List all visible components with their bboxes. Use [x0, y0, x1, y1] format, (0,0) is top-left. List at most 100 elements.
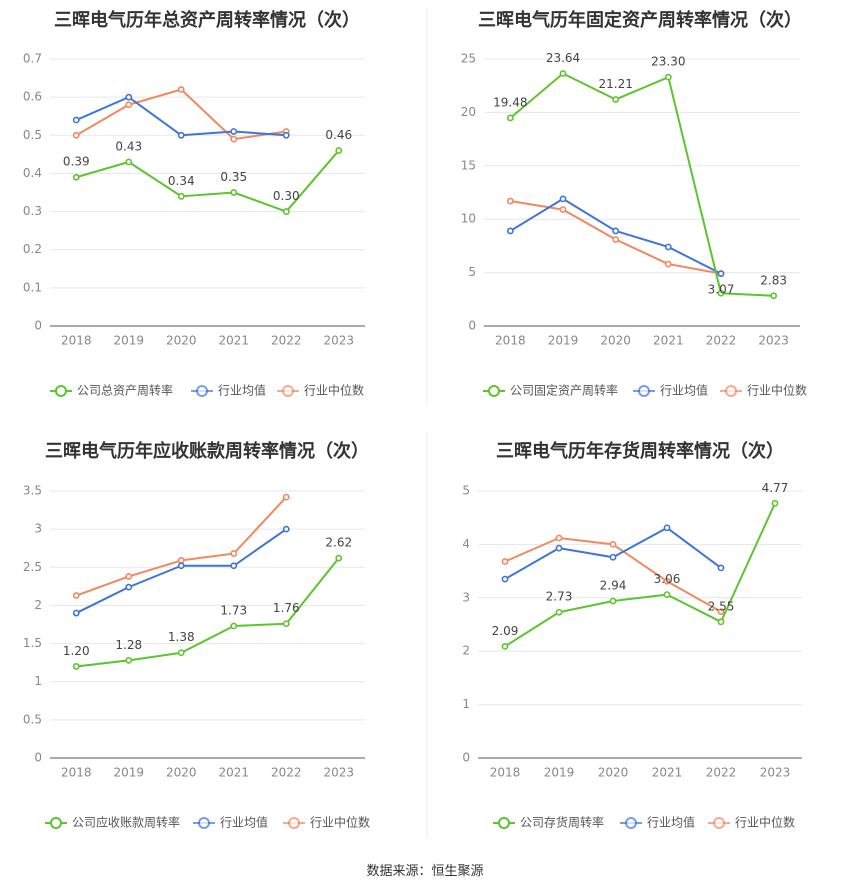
data-point-company[interactable]: [230, 622, 238, 630]
data-point-avg[interactable]: [177, 562, 185, 570]
data-source-note: 数据来源：恒生聚源: [366, 864, 484, 879]
y-tick-label: 1: [462, 697, 470, 711]
data-point-company[interactable]: [770, 292, 778, 300]
legend-item-company[interactable]: 公司存货周转率: [493, 815, 604, 830]
legend-swatch-marker: [196, 385, 208, 397]
series-line-company: [75, 149, 340, 213]
data-point-avg[interactable]: [282, 525, 290, 533]
data-point-company[interactable]: [771, 499, 779, 507]
data-point-avg[interactable]: [663, 524, 671, 532]
data-point-company[interactable]: [506, 114, 514, 122]
data-point-company[interactable]: [177, 192, 185, 200]
data-point-company[interactable]: [125, 158, 133, 166]
legend-item-median[interactable]: 行业中位数: [277, 383, 364, 398]
data-label: 2.09: [492, 624, 519, 638]
legend-item-median[interactable]: 行业中位数: [720, 383, 807, 398]
y-tick-label: 25: [461, 52, 476, 66]
data-point-median[interactable]: [125, 573, 133, 580]
data-point-median[interactable]: [612, 236, 620, 243]
x-tick-label: 2023: [323, 334, 354, 348]
legend-label: 行业中位数: [310, 815, 370, 830]
data-point-avg[interactable]: [282, 131, 290, 139]
data-label: 0.34: [168, 174, 195, 188]
data-point-company[interactable]: [717, 289, 725, 297]
data-point-avg[interactable]: [125, 93, 133, 101]
data-point-company[interactable]: [612, 96, 620, 103]
data-point-company[interactable]: [177, 649, 185, 657]
data-point-avg[interactable]: [230, 128, 238, 135]
data-point-avg[interactable]: [72, 116, 80, 124]
data-point-company[interactable]: [501, 642, 509, 650]
data-point-company[interactable]: [717, 618, 725, 626]
legend-swatch-marker: [282, 385, 294, 397]
data-point-company[interactable]: [335, 147, 343, 154]
data-point-company[interactable]: [72, 663, 80, 670]
data-label: 4.77: [762, 481, 789, 495]
data-point-avg[interactable]: [555, 544, 563, 552]
data-point-avg[interactable]: [717, 564, 725, 572]
legend-item-avg[interactable]: 行业均值: [191, 383, 266, 398]
legend-item-avg[interactable]: 行业均值: [633, 383, 708, 398]
data-point-median[interactable]: [717, 608, 725, 616]
data-point-median[interactable]: [230, 550, 238, 557]
data-point-avg[interactable]: [230, 562, 238, 570]
data-point-avg[interactable]: [72, 609, 80, 617]
data-point-median[interactable]: [501, 558, 509, 565]
data-point-avg[interactable]: [501, 575, 509, 583]
data-point-company[interactable]: [282, 620, 290, 628]
data-point-company[interactable]: [125, 656, 133, 664]
chart-panel-2: 三晖电气历年固定资产周转率情况（次） 0 5 10 15 20 25 2018 2019 2020…: [461, 9, 807, 398]
data-point-median[interactable]: [555, 534, 563, 542]
data-point-company[interactable]: [72, 173, 80, 181]
data-point-company[interactable]: [335, 554, 343, 562]
data-point-median[interactable]: [506, 197, 514, 205]
x-tick-label: 2021: [653, 334, 684, 348]
data-point-company[interactable]: [663, 591, 671, 598]
data-point-avg[interactable]: [664, 243, 672, 251]
data-point-median[interactable]: [177, 86, 185, 93]
legend-item-avg[interactable]: 行业均值: [193, 815, 268, 830]
data-point-avg[interactable]: [559, 195, 567, 203]
data-point-median[interactable]: [609, 541, 617, 548]
data-point-avg[interactable]: [609, 553, 617, 561]
legend-item-avg[interactable]: 行业均值: [620, 815, 695, 830]
data-point-median[interactable]: [125, 101, 133, 109]
data-point-median[interactable]: [663, 577, 671, 585]
data-label: 3.06: [654, 572, 681, 586]
legend-item-median[interactable]: 行业中位数: [708, 815, 795, 830]
data-point-avg[interactable]: [717, 270, 725, 278]
data-point-company[interactable]: [282, 208, 290, 215]
data-point-median[interactable]: [230, 135, 238, 143]
legend-label: 公司总资产周转率: [77, 383, 173, 398]
data-point-company[interactable]: [609, 597, 617, 605]
series-line-avg: [504, 526, 722, 580]
data-point-company[interactable]: [230, 189, 238, 196]
data-point-avg[interactable]: [125, 583, 133, 591]
data-point-company[interactable]: [664, 73, 672, 81]
data-point-avg[interactable]: [612, 227, 620, 235]
legend-item-company[interactable]: 公司应收账款周转率: [45, 815, 180, 830]
data-point-company[interactable]: [555, 608, 563, 616]
data-point-median[interactable]: [559, 206, 567, 213]
y-tick-label: 10: [461, 212, 476, 226]
legend-swatch-marker: [725, 385, 737, 397]
data-point-median[interactable]: [177, 557, 185, 564]
legend-item-company[interactable]: 公司固定资产周转率: [483, 383, 618, 398]
data-point-company[interactable]: [559, 70, 567, 77]
data-point-avg[interactable]: [506, 227, 514, 235]
y-tick-label: 0.3: [23, 204, 42, 218]
x-tick-label: 2020: [166, 766, 197, 780]
y-tick-label: 3.5: [23, 484, 42, 498]
y-tick-label: 0.5: [23, 128, 42, 142]
legend-item-company[interactable]: 公司总资产周转率: [50, 383, 173, 398]
data-point-avg[interactable]: [177, 131, 185, 139]
data-point-median[interactable]: [664, 260, 672, 268]
chart-title: 三晖电气历年存货周转率情况（次）: [496, 440, 784, 462]
legend-item-median[interactable]: 行业中位数: [283, 815, 370, 830]
x-tick-label: 2019: [113, 766, 144, 780]
data-point-median[interactable]: [282, 493, 290, 501]
data-point-median[interactable]: [72, 131, 80, 139]
y-tick-label: 0.2: [23, 242, 42, 256]
y-tick-label: 2: [34, 598, 42, 612]
data-point-median[interactable]: [72, 592, 80, 599]
